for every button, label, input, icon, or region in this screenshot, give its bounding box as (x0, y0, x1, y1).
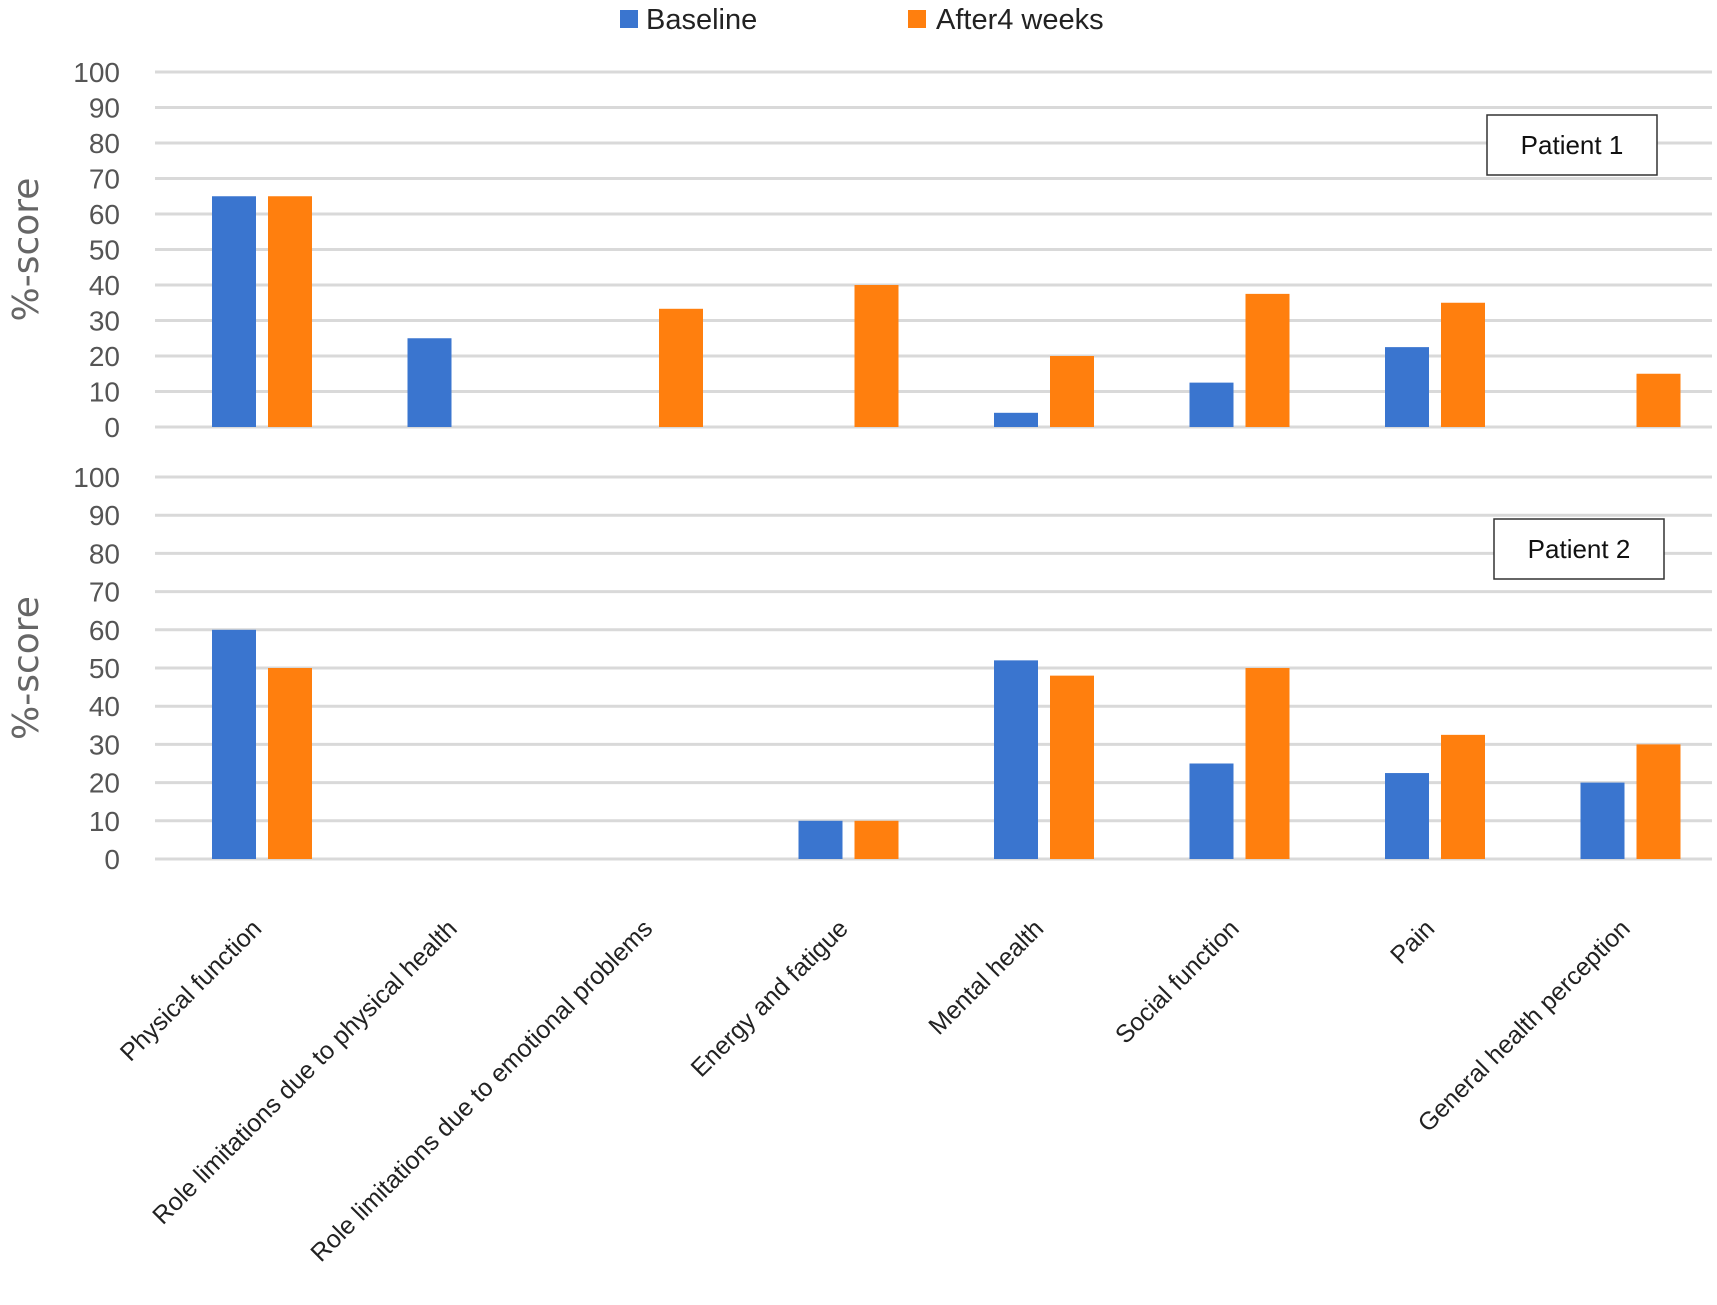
bar-after-0 (268, 196, 312, 427)
x-tick-label: Role limitations due to emotional proble… (305, 914, 658, 1267)
y-tick-label: 80 (89, 128, 120, 159)
x-tick-label: Pain (1385, 914, 1440, 969)
panel-patient-2: 0 10 20 30 40 50 60 70 80 90 100 %-score Patient 2 (6, 462, 1712, 875)
legend: Baseline After4 weeks (620, 4, 1104, 36)
bar-baseline-0 (212, 196, 256, 427)
bar-baseline-5 (1189, 763, 1234, 859)
bar-baseline-0 (212, 629, 256, 859)
y-axis-label: %-score (6, 596, 47, 740)
y-tick-label: 0 (104, 412, 120, 443)
panel-title-box (1486, 114, 1658, 176)
bar-after-6 (1441, 302, 1485, 427)
bar-baseline-5 (1189, 382, 1234, 427)
y-axis-label: %-score (6, 178, 47, 322)
y-tick-label: 40 (89, 691, 120, 722)
x-tick-label: Mental health (923, 914, 1049, 1040)
panel-title-box (1493, 518, 1665, 580)
y-tick-label: 60 (89, 199, 120, 230)
bar-after-7 (1636, 373, 1681, 427)
y-tick-label: 100 (73, 462, 120, 493)
bar-baseline-6 (1385, 347, 1429, 427)
y-tick-label: 90 (89, 500, 120, 531)
bar-after-3 (854, 820, 899, 859)
x-tick-label: Role limitations due to physical health (147, 914, 463, 1230)
y-tick-label: 50 (89, 235, 120, 266)
y-tick-label: 0 (104, 844, 120, 875)
y-tick-label: 80 (89, 538, 120, 569)
y-tick-label: 100 (73, 57, 120, 88)
bar-baseline-1 (407, 338, 452, 427)
bar-baseline-3 (798, 820, 843, 859)
bar-baseline-6 (1385, 773, 1429, 859)
y-tick-label: 20 (89, 768, 120, 799)
y-tick-label: 70 (89, 577, 120, 608)
x-tick-label: General health perception (1413, 914, 1636, 1137)
panel-title: Patient 2 (1528, 534, 1631, 564)
y-tick-label: 30 (89, 729, 120, 760)
panel-patient-1: 0 10 20 30 40 50 60 70 80 90 100 %-score Patient 1 (6, 57, 1712, 443)
y-tick-label: 30 (89, 306, 120, 337)
y-tick-label: 40 (89, 270, 120, 301)
legend-label-baseline: Baseline (646, 4, 757, 36)
bar-after-6 (1441, 734, 1485, 859)
bar-after-0 (268, 668, 312, 859)
x-tick-label: Social function (1110, 914, 1245, 1049)
legend-swatch-baseline (620, 10, 638, 28)
bar-baseline-7 (1580, 782, 1625, 859)
bar-after-7 (1636, 744, 1681, 859)
panel-title: Patient 1 (1521, 130, 1624, 160)
bar-after-5 (1245, 668, 1290, 859)
x-tick-label: Energy and fatigue (686, 914, 854, 1082)
y-tick-label: 70 (89, 164, 120, 195)
y-tick-label: 60 (89, 615, 120, 646)
y-tick-label: 10 (89, 806, 120, 837)
bar-after-2 (659, 308, 703, 427)
bar-after-4 (1050, 356, 1094, 427)
bar-baseline-4 (994, 412, 1038, 427)
legend-label-after: After4 weeks (936, 4, 1104, 36)
y-tick-label: 10 (89, 377, 120, 408)
bar-after-3 (854, 285, 899, 427)
bar-after-5 (1245, 293, 1290, 427)
bar-baseline-4 (994, 660, 1038, 859)
x-tick-label: Physical function (115, 914, 267, 1066)
legend-swatch-after (908, 10, 926, 28)
y-tick-label: 50 (89, 653, 120, 684)
y-tick-label: 90 (89, 93, 120, 124)
bar-after-4 (1050, 675, 1094, 859)
y-tick-label: 20 (89, 341, 120, 372)
